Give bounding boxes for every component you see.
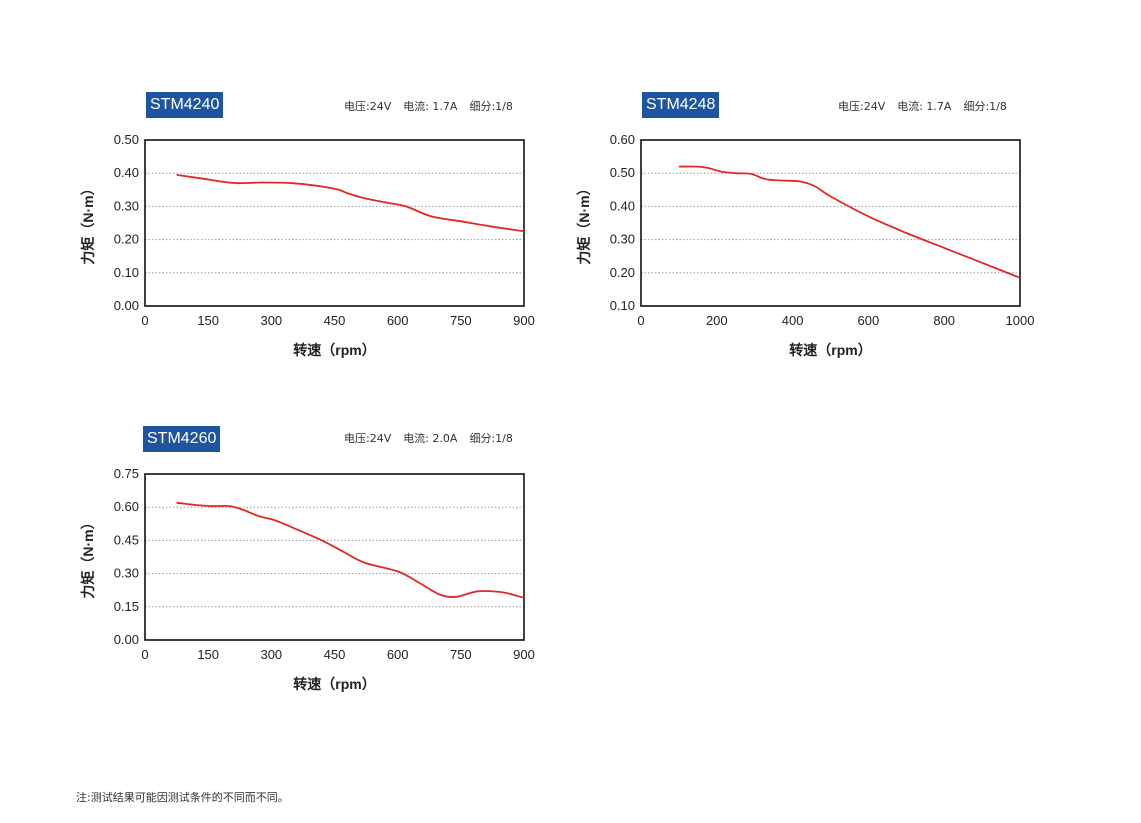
chart-panel-2: STM4248 电压:24V 电流: 1.7A 细分:1/8 0.10 0.20 0.3… bbox=[566, 88, 1046, 378]
torque-curve-0 bbox=[176, 501, 525, 599]
microstep-spec: 细分:1/8 bbox=[469, 100, 513, 113]
y-axis-label: 力矩（N·m） bbox=[80, 515, 96, 598]
x-tick-label: 0 bbox=[637, 313, 644, 328]
y-tick-label: 0.45 bbox=[114, 532, 139, 547]
torque-curve-0 bbox=[176, 174, 525, 233]
y-axis-label: 力矩（N·m） bbox=[576, 181, 592, 264]
footnote: 注:测试结果可能因测试条件的不同而不同。 bbox=[76, 791, 289, 804]
x-tick-label: 150 bbox=[197, 313, 219, 328]
chart-plot: 0.00 0.10 0.20 0.30 0.40 0.50 0 150 300 450 600 750… bbox=[80, 132, 535, 358]
y-tick-label: 0.00 bbox=[114, 632, 139, 647]
y-tick-label: 0.40 bbox=[610, 198, 635, 213]
x-tick-label: 750 bbox=[450, 647, 472, 662]
current-spec: 电流: 1.7A bbox=[897, 100, 952, 113]
y-tick-label: 0.30 bbox=[114, 198, 139, 213]
x-tick-label: 600 bbox=[387, 313, 409, 328]
x-tick-label: 450 bbox=[324, 647, 346, 662]
x-tick-label: 800 bbox=[933, 313, 955, 328]
voltage-spec: 电压:24V bbox=[344, 432, 392, 445]
y-tick-label: 0.20 bbox=[114, 232, 139, 247]
x-tick-label: 450 bbox=[324, 313, 346, 328]
chart-plot: 0.10 0.20 0.30 0.40 0.50 0.60 0 200 400 600 800 100… bbox=[576, 132, 1035, 358]
y-tick-label: 0.60 bbox=[114, 499, 139, 514]
x-axis-label: 转速（rpm） bbox=[789, 342, 871, 358]
x-tick-label: 600 bbox=[387, 647, 409, 662]
x-tick-label: 200 bbox=[706, 313, 728, 328]
x-tick-label: 0 bbox=[141, 647, 148, 662]
y-tick-label: 0.50 bbox=[114, 132, 139, 147]
chart-title-badge: STM4260 bbox=[143, 426, 221, 452]
chart-title-badge: STM4240 bbox=[146, 92, 224, 118]
y-tick-label: 0.15 bbox=[114, 599, 139, 614]
plot-frame bbox=[144, 139, 525, 307]
chart-panel-1: STM4240 电压:24V 电流: 1.7A 细分:1/8 0.00 0.10 0.2… bbox=[70, 88, 550, 378]
x-tick-label: 400 bbox=[782, 313, 804, 328]
y-tick-label: 0.20 bbox=[610, 265, 635, 280]
current-spec: 电流: 2.0A bbox=[403, 432, 458, 445]
y-tick-label: 0.10 bbox=[610, 298, 635, 313]
torque-curve-0 bbox=[678, 165, 1021, 279]
y-tick-label: 0.30 bbox=[610, 232, 635, 247]
y-tick-label: 0.60 bbox=[610, 132, 635, 147]
chart-specs: 电压:24V 电流: 1.7A 细分:1/8 bbox=[344, 98, 513, 114]
chart-plot: 0.00 0.15 0.30 0.45 0.60 0.75 0 150 300 450 600 750… bbox=[80, 466, 535, 692]
y-tick-label: 0.50 bbox=[610, 165, 635, 180]
chart-specs: 电压:24V 电流: 1.7A 细分:1/8 bbox=[838, 98, 1007, 114]
voltage-spec: 电压:24V bbox=[838, 100, 886, 113]
x-tick-label: 300 bbox=[260, 647, 282, 662]
voltage-spec: 电压:24V bbox=[344, 100, 392, 113]
plot-frame bbox=[640, 139, 1021, 307]
x-tick-label: 900 bbox=[513, 313, 535, 328]
microstep-spec: 细分:1/8 bbox=[963, 100, 1007, 113]
chart-specs: 电压:24V 电流: 2.0A 细分:1/8 bbox=[344, 430, 513, 446]
x-tick-label: 300 bbox=[260, 313, 282, 328]
chart-title-badge: STM4248 bbox=[642, 92, 720, 118]
y-axis-label: 力矩（N·m） bbox=[80, 181, 96, 264]
x-tick-label: 150 bbox=[197, 647, 219, 662]
y-tick-label: 0.75 bbox=[114, 466, 139, 481]
microstep-spec: 细分:1/8 bbox=[469, 432, 513, 445]
y-tick-label: 0.30 bbox=[114, 566, 139, 581]
x-tick-label: 0 bbox=[141, 313, 148, 328]
current-spec: 电流: 1.7A bbox=[403, 100, 458, 113]
y-tick-label: 0.40 bbox=[114, 165, 139, 180]
x-axis-label: 转速（rpm） bbox=[293, 342, 375, 358]
plot-frame bbox=[144, 473, 525, 641]
x-tick-label: 750 bbox=[450, 313, 472, 328]
x-tick-label: 1000 bbox=[1006, 313, 1035, 328]
x-tick-label: 900 bbox=[513, 647, 535, 662]
y-tick-label: 0.10 bbox=[114, 265, 139, 280]
x-axis-label: 转速（rpm） bbox=[293, 676, 375, 692]
x-tick-label: 600 bbox=[858, 313, 880, 328]
y-tick-label: 0.00 bbox=[114, 298, 139, 313]
chart-panel-3: STM4260 电压:24V 电流: 2.0A 细分:1/8 0.00 0.15 0.3… bbox=[70, 422, 550, 712]
